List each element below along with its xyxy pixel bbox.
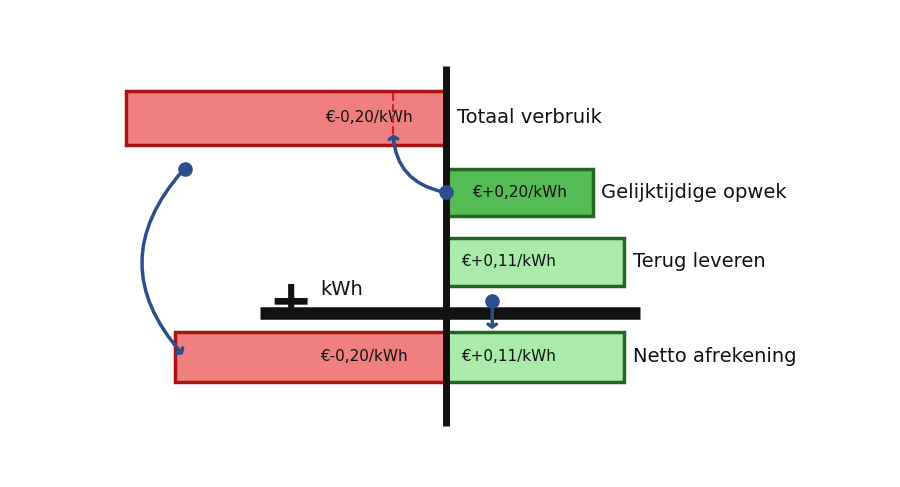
Point (438, 188, 453, 196)
Text: €-0,20/kWh: €-0,20/kWh (325, 110, 413, 125)
Point (485, 297, 500, 305)
Text: Totaal verbruik: Totaal verbruik (457, 108, 602, 127)
FancyBboxPatch shape (175, 332, 446, 382)
Text: kWh: kWh (320, 280, 363, 299)
Text: €+0,11/kWh: €+0,11/kWh (461, 349, 555, 364)
Text: Gelijktijdige opwek: Gelijktijdige opwek (601, 183, 787, 202)
Text: +: + (268, 277, 313, 329)
Text: Terug leveren: Terug leveren (634, 252, 766, 271)
FancyBboxPatch shape (446, 169, 593, 216)
Text: Netto afrekening: Netto afrekening (634, 347, 796, 366)
FancyBboxPatch shape (126, 91, 446, 145)
Text: €+0,11/kWh: €+0,11/kWh (461, 254, 555, 269)
FancyBboxPatch shape (446, 332, 624, 382)
Text: €-0,20/kWh: €-0,20/kWh (320, 349, 409, 364)
FancyBboxPatch shape (446, 238, 624, 285)
Text: €+0,20/kWh: €+0,20/kWh (472, 185, 567, 200)
Point (177, 165, 192, 172)
